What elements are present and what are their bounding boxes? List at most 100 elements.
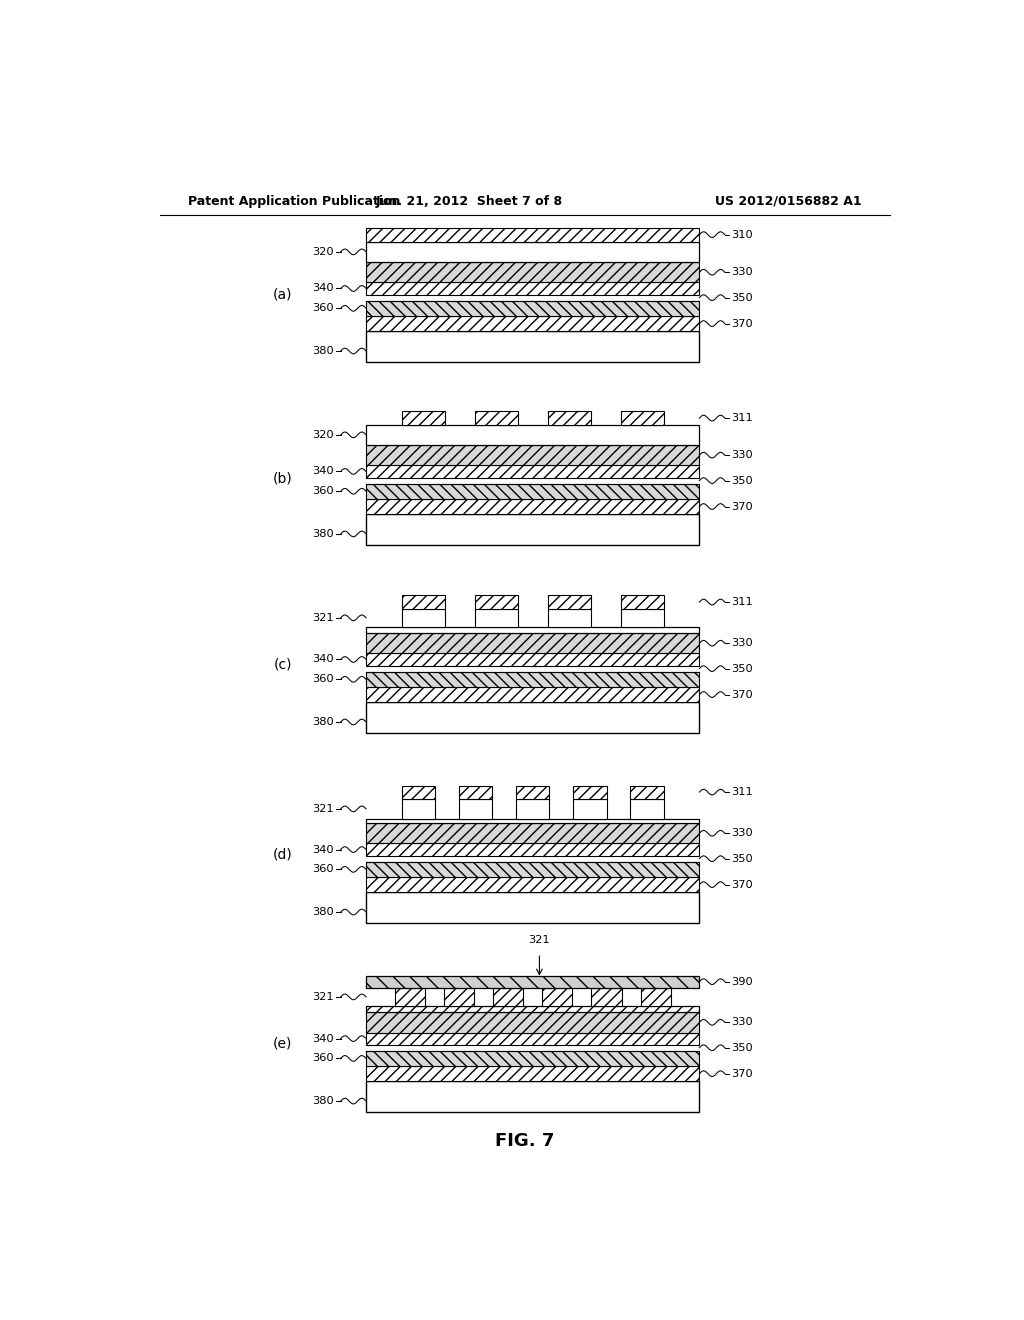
Bar (367, 1012, 699, 1032)
Bar (367, 331, 699, 362)
Bar (516, 799, 550, 818)
Text: 320: 320 (312, 430, 334, 440)
Bar (401, 799, 435, 818)
Bar (367, 227, 699, 242)
Text: 330: 330 (731, 1018, 754, 1027)
Bar (592, 987, 622, 1006)
Bar (401, 785, 435, 799)
Text: 380: 380 (312, 346, 334, 356)
Text: 350: 350 (731, 854, 754, 863)
Text: (c): (c) (273, 657, 292, 671)
Text: 350: 350 (731, 475, 754, 486)
Text: (a): (a) (273, 288, 293, 301)
Bar (621, 609, 664, 627)
Bar (516, 785, 550, 799)
Text: 390: 390 (731, 977, 754, 986)
Bar (367, 445, 699, 466)
Bar (548, 412, 591, 425)
Text: (d): (d) (272, 847, 293, 861)
Bar (475, 412, 518, 425)
Text: 311: 311 (731, 413, 754, 424)
Text: US 2012/0156882 A1: US 2012/0156882 A1 (716, 194, 862, 207)
Bar (475, 609, 518, 627)
Text: 340: 340 (312, 284, 334, 293)
Text: 370: 370 (731, 318, 754, 329)
Bar (621, 412, 664, 425)
Bar (367, 876, 699, 892)
Text: 330: 330 (731, 828, 754, 838)
Bar (367, 975, 699, 987)
Text: 370: 370 (731, 689, 754, 700)
Bar (631, 799, 664, 818)
Text: 370: 370 (731, 1069, 754, 1078)
Bar (367, 1032, 699, 1044)
Bar (367, 263, 699, 282)
Text: 330: 330 (731, 450, 754, 461)
Bar (367, 686, 699, 702)
Text: 311: 311 (731, 787, 754, 797)
Bar (367, 862, 699, 876)
Bar (367, 818, 699, 824)
Text: (b): (b) (272, 471, 293, 484)
Text: 360: 360 (312, 865, 334, 874)
Bar (548, 595, 591, 609)
Text: 321: 321 (312, 991, 334, 1002)
Bar (367, 672, 699, 686)
Bar (443, 987, 474, 1006)
Text: 340: 340 (312, 655, 334, 664)
Bar (367, 282, 699, 294)
Bar (367, 466, 699, 478)
Text: 311: 311 (731, 597, 754, 607)
Bar (367, 1067, 699, 1081)
Text: 340: 340 (312, 1034, 334, 1044)
Text: 321: 321 (312, 612, 334, 623)
Bar (401, 609, 444, 627)
Bar (367, 499, 699, 515)
Bar (548, 609, 591, 627)
Bar (367, 1081, 699, 1111)
Text: 370: 370 (731, 502, 754, 512)
Bar (573, 799, 606, 818)
Bar (641, 987, 671, 1006)
Bar (401, 412, 444, 425)
Text: 330: 330 (731, 639, 754, 648)
Text: 350: 350 (731, 1043, 754, 1053)
Bar (367, 1051, 699, 1067)
Bar (401, 595, 444, 609)
Text: 360: 360 (312, 486, 334, 496)
Text: (e): (e) (273, 1036, 293, 1051)
Bar (367, 892, 699, 923)
Bar (367, 425, 699, 445)
Text: Jun. 21, 2012  Sheet 7 of 8: Jun. 21, 2012 Sheet 7 of 8 (376, 194, 563, 207)
Bar (459, 785, 493, 799)
Bar (543, 987, 572, 1006)
Bar (367, 653, 699, 665)
Text: 310: 310 (731, 230, 754, 240)
Bar (367, 702, 699, 733)
Text: 380: 380 (312, 907, 334, 917)
Text: Patent Application Publication: Patent Application Publication (187, 194, 400, 207)
Text: 350: 350 (731, 664, 754, 673)
Text: 321: 321 (528, 935, 550, 945)
Bar (621, 595, 664, 609)
Bar (573, 785, 606, 799)
Bar (631, 785, 664, 799)
Bar (367, 824, 699, 843)
Bar (367, 627, 699, 634)
Bar (367, 1006, 699, 1012)
Text: 360: 360 (312, 1053, 334, 1064)
Text: 340: 340 (312, 466, 334, 477)
Text: 360: 360 (312, 675, 334, 684)
Bar (367, 843, 699, 855)
Text: 321: 321 (312, 804, 334, 814)
Bar (367, 483, 699, 499)
Bar (475, 595, 518, 609)
Bar (367, 242, 699, 263)
Bar (494, 987, 523, 1006)
Bar (367, 301, 699, 315)
Bar (367, 513, 699, 545)
Bar (394, 987, 425, 1006)
Text: FIG. 7: FIG. 7 (496, 1133, 554, 1150)
Text: 340: 340 (312, 845, 334, 854)
Text: 380: 380 (312, 717, 334, 727)
